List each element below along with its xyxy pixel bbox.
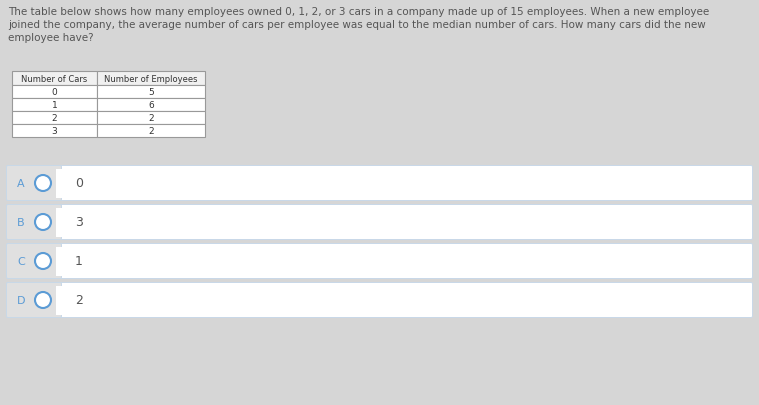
Text: 6: 6 [148, 101, 154, 110]
Bar [12, 86, 97, 99]
Text: A: A [17, 179, 25, 189]
FancyBboxPatch shape [7, 283, 752, 318]
Text: 0: 0 [75, 177, 83, 190]
Circle shape [35, 215, 51, 230]
Text: 1: 1 [75, 255, 83, 268]
Bar [97, 99, 205, 112]
FancyBboxPatch shape [7, 205, 752, 240]
Text: Number of Cars: Number of Cars [21, 74, 87, 83]
Text: 3: 3 [75, 216, 83, 229]
FancyBboxPatch shape [7, 244, 752, 279]
Bar [12, 72, 97, 86]
Text: 2: 2 [75, 294, 83, 307]
Bar [12, 125, 97, 138]
Text: 2: 2 [52, 114, 58, 123]
Text: 3: 3 [52, 127, 58, 136]
Text: 2: 2 [148, 114, 154, 123]
Bar [97, 112, 205, 125]
Bar [12, 99, 97, 112]
Text: C: C [17, 256, 25, 266]
Text: 2: 2 [148, 127, 154, 136]
FancyBboxPatch shape [7, 244, 61, 279]
Text: 1: 1 [52, 101, 58, 110]
Bar [97, 86, 205, 99]
FancyBboxPatch shape [7, 283, 61, 318]
Text: The table below shows how many employees owned 0, 1, 2, or 3 cars in a company m: The table below shows how many employees… [8, 7, 709, 43]
Text: 5: 5 [148, 88, 154, 97]
FancyBboxPatch shape [7, 166, 61, 201]
Bar [56, 169, 62, 198]
Bar [97, 72, 205, 86]
Text: D: D [17, 295, 25, 305]
Text: B: B [17, 217, 25, 228]
Bar [12, 112, 97, 125]
Text: Number of Employees: Number of Employees [104, 74, 198, 83]
FancyBboxPatch shape [7, 205, 61, 240]
Circle shape [35, 254, 51, 269]
Text: 0: 0 [52, 88, 58, 97]
Bar [56, 286, 62, 315]
Bar [97, 125, 205, 138]
Bar [56, 247, 62, 276]
Bar [56, 208, 62, 237]
Circle shape [35, 175, 51, 192]
FancyBboxPatch shape [7, 166, 752, 201]
Circle shape [35, 292, 51, 308]
